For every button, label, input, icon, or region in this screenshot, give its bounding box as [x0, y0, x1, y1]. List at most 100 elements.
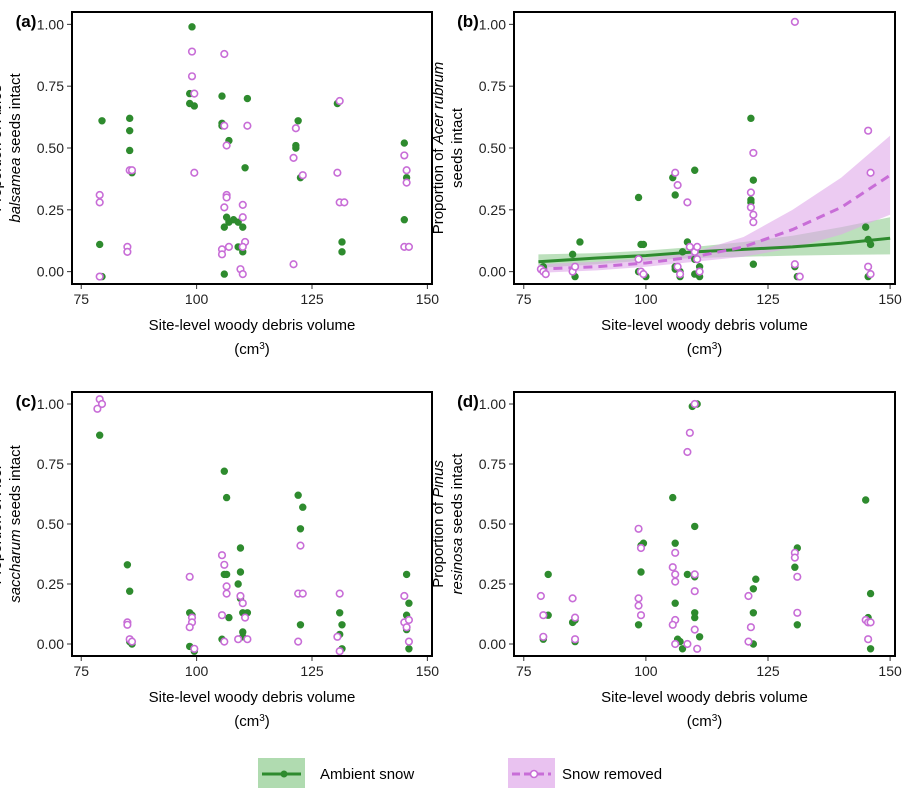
point — [746, 623, 756, 632]
y-axis-label-part: Pinus — [430, 460, 447, 498]
point — [127, 637, 137, 646]
point — [400, 591, 409, 601]
point — [95, 240, 104, 249]
point — [634, 621, 643, 629]
point — [634, 193, 643, 202]
point — [671, 639, 680, 649]
point — [568, 250, 577, 259]
point — [683, 570, 692, 579]
point — [683, 447, 692, 457]
point — [243, 121, 252, 130]
x-tick-label: 100 — [185, 291, 209, 307]
point — [864, 262, 873, 271]
point — [637, 568, 645, 576]
point — [190, 168, 199, 177]
point — [861, 223, 870, 231]
point — [402, 623, 411, 632]
point — [866, 618, 875, 627]
point — [125, 587, 134, 595]
point — [790, 260, 799, 269]
point — [749, 218, 758, 227]
y-tick-label: 1.00 — [37, 396, 64, 412]
point — [695, 267, 704, 276]
point — [220, 270, 229, 278]
point — [218, 92, 226, 100]
point — [188, 23, 196, 31]
y-tick-label: 0.50 — [37, 516, 64, 532]
point — [125, 146, 134, 155]
point — [673, 180, 682, 190]
point — [123, 561, 132, 569]
point — [222, 493, 231, 502]
point — [243, 635, 252, 644]
point — [749, 148, 758, 158]
point — [236, 544, 245, 552]
point — [683, 198, 692, 207]
point — [125, 126, 134, 135]
y-axis-label-part: Acer — [0, 463, 5, 496]
y-tick-label: 0.50 — [479, 516, 506, 532]
x-axis-unit: (cm3) — [687, 713, 723, 731]
point — [864, 126, 873, 135]
point — [220, 637, 229, 646]
point — [220, 223, 229, 231]
point — [791, 563, 799, 571]
y-tick-label: 0.25 — [37, 576, 64, 592]
point — [795, 272, 804, 281]
point — [634, 601, 643, 610]
point — [338, 621, 346, 629]
x-axis-unit-part: 3 — [712, 341, 718, 352]
point — [238, 270, 247, 279]
point — [671, 577, 680, 586]
point — [749, 210, 758, 219]
point — [400, 139, 409, 147]
point — [671, 539, 679, 547]
point — [400, 151, 409, 160]
point — [793, 621, 802, 629]
point — [673, 262, 682, 271]
point — [790, 17, 799, 26]
point — [678, 248, 687, 256]
point — [744, 637, 753, 646]
point — [234, 580, 242, 588]
point — [747, 114, 755, 123]
x-axis-label: Site-level woody debris volume — [149, 317, 356, 334]
x-tick-label: 150 — [416, 663, 440, 679]
point — [539, 611, 548, 620]
point — [238, 200, 247, 209]
x-tick-label: 75 — [516, 663, 532, 679]
point — [861, 496, 870, 504]
point — [234, 635, 243, 644]
point — [296, 525, 305, 533]
point — [335, 589, 344, 598]
x-axis-unit-part: ) — [717, 713, 722, 730]
point — [639, 240, 648, 249]
y-tick-label: 0.00 — [479, 636, 506, 652]
x-tick-label: 150 — [416, 291, 440, 307]
confidence-band — [538, 135, 891, 273]
point — [220, 203, 229, 212]
point — [793, 608, 802, 617]
panel-label: (b) — [457, 12, 479, 31]
y-axis-label: resinosa seeds intact — [449, 453, 466, 595]
point — [241, 164, 249, 172]
point — [634, 594, 643, 603]
point — [335, 647, 344, 656]
x-axis-unit: (cm3) — [234, 713, 270, 731]
point — [576, 238, 584, 246]
point — [405, 599, 413, 607]
x-tick-label: 125 — [756, 291, 780, 307]
plot-frame — [71, 391, 433, 657]
y-tick-label: 1.00 — [479, 16, 506, 32]
point — [864, 635, 873, 644]
point — [338, 238, 346, 246]
plot-frame — [513, 11, 896, 285]
x-axis-label: Site-level woody debris volume — [149, 689, 356, 706]
panel-label: (a) — [16, 12, 37, 31]
point — [744, 591, 753, 601]
x-axis-unit: (cm3) — [234, 341, 270, 359]
plot-area — [538, 135, 891, 273]
x-axis-unit-part: ) — [717, 341, 722, 358]
point — [222, 589, 231, 598]
point — [187, 47, 197, 56]
